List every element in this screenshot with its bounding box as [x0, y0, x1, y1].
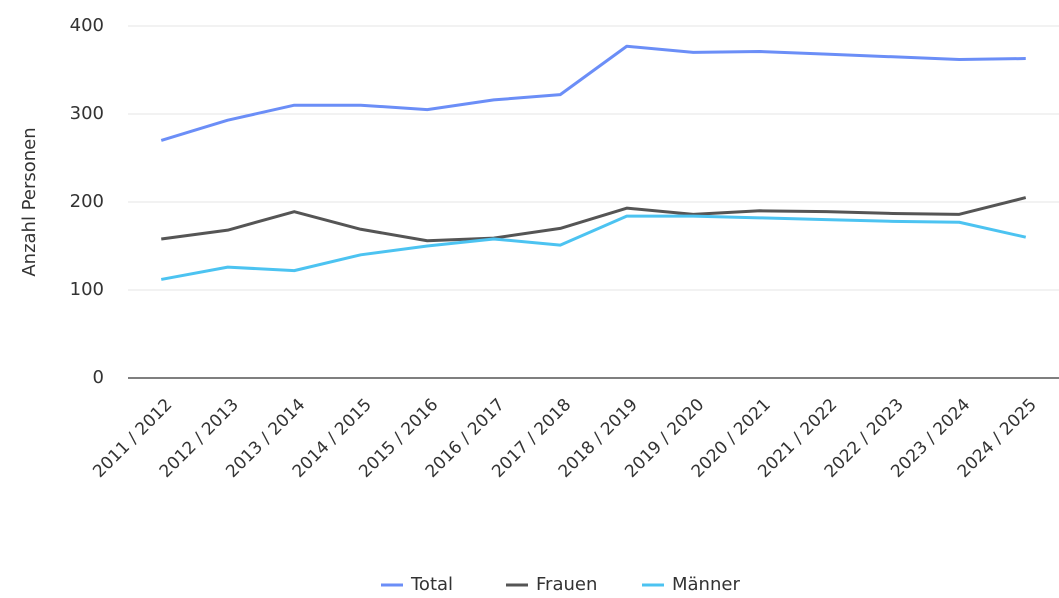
y-axis-label: Anzahl Personen	[19, 127, 40, 276]
y-tick-label: 200	[70, 191, 104, 212]
legend-label: Männer	[672, 574, 740, 595]
line	[160, 44, 1026, 142]
y-tick-label: 400	[70, 15, 104, 36]
y-tick-label: 100	[70, 279, 104, 300]
y-tick-label: 0	[93, 367, 104, 388]
line	[161, 196, 1027, 243]
y-tick-label: 300	[70, 103, 104, 124]
legend-label: Frauen	[536, 574, 597, 595]
line	[160, 214, 1027, 281]
legend-label: Total	[410, 574, 453, 595]
